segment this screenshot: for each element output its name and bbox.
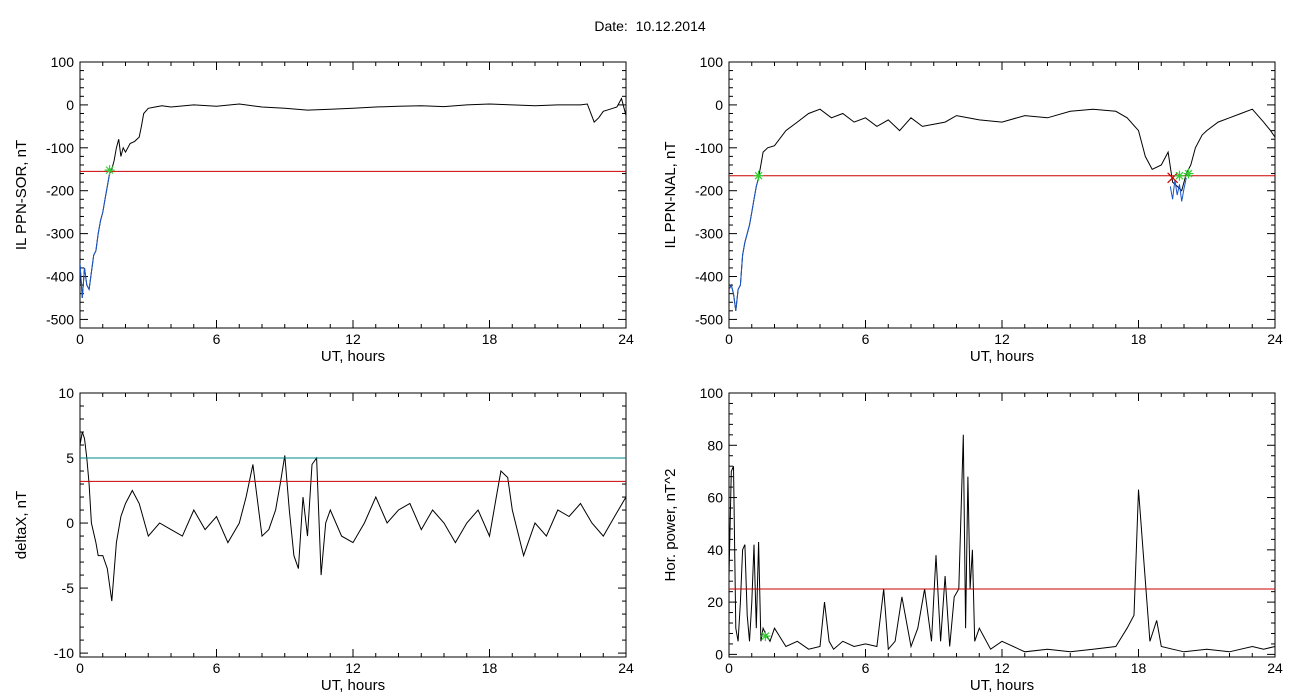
x-tick-label: 24 bbox=[1267, 660, 1283, 676]
chart-panel-1: 0 6 12 18 24 -500 -400 -300 -200 -100 0 100 UT, hour… bbox=[13, 54, 634, 365]
y-tick-label: 100 bbox=[700, 54, 724, 70]
y-tick-label: 0 bbox=[715, 646, 723, 662]
x-tick-label: 24 bbox=[618, 331, 634, 347]
marker-x bbox=[1167, 172, 1179, 184]
y-tick-label: -200 bbox=[695, 183, 723, 199]
y-tick-label: -500 bbox=[695, 311, 723, 327]
x-axis-label: UT, hours bbox=[321, 677, 385, 694]
y-tick-label: 100 bbox=[700, 385, 724, 401]
series-group bbox=[729, 108, 1275, 311]
x-tick-label: 6 bbox=[213, 331, 221, 347]
y-tick-label: 20 bbox=[707, 594, 723, 610]
plot-frame bbox=[79, 61, 627, 329]
x-tick-label: 12 bbox=[345, 331, 361, 347]
x-tick-label: 18 bbox=[482, 331, 498, 347]
x-tick-label: 0 bbox=[725, 660, 733, 676]
x-tick-label: 18 bbox=[482, 660, 498, 676]
y-tick-label: -300 bbox=[46, 226, 74, 242]
series-line-1 bbox=[729, 108, 1275, 311]
chart-panel-2: 0 6 12 18 24 -500 -400 -300 -200 -100 0 100 UT, hour… bbox=[662, 54, 1283, 365]
chart-panel-3: 0 6 12 18 24 -10 -5 0 5 10 UT, hours deltaX, nT bbox=[13, 385, 634, 694]
y-tick-label: 80 bbox=[707, 437, 723, 453]
x-axis-label: UT, hours bbox=[321, 348, 385, 365]
y-tick-label: 40 bbox=[707, 542, 723, 558]
series-line-2 bbox=[80, 173, 111, 299]
series-group bbox=[80, 97, 626, 299]
y-tick-label: 100 bbox=[51, 54, 75, 70]
y-tick-label: 60 bbox=[707, 490, 723, 506]
x-tick-label: 6 bbox=[862, 331, 870, 347]
x-tick-label: 0 bbox=[76, 660, 84, 676]
y-tick-label: -100 bbox=[46, 140, 74, 156]
marker-asterisk bbox=[104, 165, 115, 176]
marker-asterisk bbox=[1183, 168, 1194, 179]
y-tick-label: 0 bbox=[715, 97, 723, 113]
y-tick-label: -100 bbox=[695, 140, 723, 156]
x-tick-label: 0 bbox=[725, 331, 733, 347]
series-line-1 bbox=[80, 431, 626, 602]
series-line-2 bbox=[729, 177, 760, 311]
x-tick-label: 12 bbox=[994, 660, 1010, 676]
x-axis-label: UT, hours bbox=[970, 348, 1034, 365]
x-tick-label: 12 bbox=[994, 331, 1010, 347]
y-tick-label: -5 bbox=[62, 580, 75, 596]
y-tick-label: -300 bbox=[695, 226, 723, 242]
series-group bbox=[729, 434, 1275, 653]
x-tick-label: 12 bbox=[345, 660, 361, 676]
x-tick-label: 24 bbox=[1267, 331, 1283, 347]
x-tick-label: 18 bbox=[1131, 331, 1147, 347]
series-line-1 bbox=[729, 434, 1275, 653]
y-tick-label: 0 bbox=[66, 97, 74, 113]
plot-frame bbox=[79, 392, 627, 658]
x-tick-label: 0 bbox=[76, 331, 84, 347]
chart-panel-4: 0 6 12 18 24 0 20 40 60 80 100 UT, hours Hor. power,… bbox=[662, 385, 1283, 694]
y-tick-label: 10 bbox=[58, 385, 74, 401]
y-tick-label: -200 bbox=[46, 183, 74, 199]
series-line-3 bbox=[1169, 177, 1187, 202]
page-title: Date: 10.12.2014 bbox=[594, 18, 706, 34]
y-tick-label: 5 bbox=[66, 450, 74, 466]
y-axis-label: Hor. power, nT^2 bbox=[662, 469, 679, 582]
y-tick-label: 0 bbox=[66, 515, 74, 531]
marker-asterisk bbox=[1174, 170, 1185, 181]
x-tick-label: 24 bbox=[618, 660, 634, 676]
plot-frame bbox=[728, 61, 1276, 329]
y-tick-label: -400 bbox=[46, 269, 74, 285]
y-tick-label: -10 bbox=[54, 645, 74, 661]
y-axis-label: deltaX, nT bbox=[13, 491, 30, 559]
y-axis-label: IL PPN-SOR, nT bbox=[13, 140, 30, 250]
x-axis-label: UT, hours bbox=[970, 677, 1034, 694]
y-tick-label: -500 bbox=[46, 311, 74, 327]
marker-asterisk bbox=[760, 631, 771, 642]
y-tick-label: -400 bbox=[695, 269, 723, 285]
x-tick-label: 18 bbox=[1131, 660, 1147, 676]
plot-frame bbox=[728, 392, 1276, 658]
y-axis-label: IL PPN-NAL, nT bbox=[662, 142, 679, 249]
x-tick-label: 6 bbox=[213, 660, 221, 676]
x-tick-label: 6 bbox=[862, 660, 870, 676]
series-line-1 bbox=[80, 97, 626, 299]
marker-asterisk bbox=[753, 170, 764, 181]
series-group bbox=[80, 431, 626, 602]
